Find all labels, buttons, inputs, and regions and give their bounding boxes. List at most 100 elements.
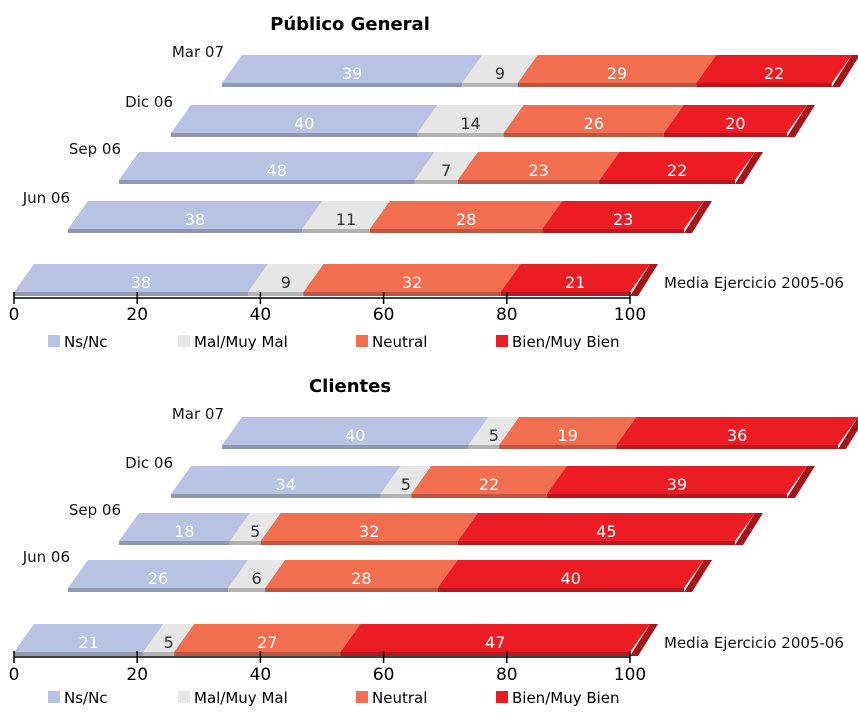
category-label: Media Ejercicio 2005-06: [664, 634, 844, 652]
bar-face: [222, 417, 489, 445]
bar-row: 34 5 22 39 Dic 06: [125, 454, 815, 498]
bar-segment: 38: [14, 264, 269, 296]
bar-segment: 32: [260, 513, 478, 545]
bar-segment: 6: [228, 560, 286, 592]
bar-face: [143, 624, 195, 652]
bar-face: [369, 201, 563, 229]
bar-edge: [260, 541, 458, 545]
bar-row: 38 11 28 23 Jun 06: [22, 189, 712, 233]
bar-face: [171, 466, 401, 494]
bar-segment: 14: [417, 105, 524, 137]
legend-swatch: [178, 335, 190, 347]
bar-face: [303, 264, 521, 292]
data-label: 5: [250, 522, 260, 541]
bar-segment: 23: [457, 152, 620, 184]
bar-segment: 47: [340, 624, 650, 656]
bar-face: [68, 560, 249, 588]
data-label: 34: [276, 475, 296, 494]
bar-end-cap: [831, 55, 858, 87]
legend-swatch: [178, 691, 190, 703]
data-label: 9: [495, 64, 505, 83]
legend-label: Bien/Muy Bien: [512, 689, 620, 707]
bar-edge: [468, 445, 500, 449]
bar-segment: 22: [411, 466, 567, 498]
data-label: 40: [294, 114, 314, 133]
bar-face: [265, 560, 458, 588]
bar-edge: [369, 229, 543, 233]
x-tick-label: 60: [373, 305, 395, 325]
x-tick-label: 100: [614, 305, 646, 325]
data-label: 38: [131, 273, 151, 292]
bar-face: [380, 466, 432, 494]
legend-swatch: [496, 691, 508, 703]
bar-face: [174, 624, 361, 652]
data-label: 11: [336, 210, 356, 229]
legend-swatch: [356, 335, 368, 347]
bar-row: 26 6 28 40 Jun 06: [22, 548, 712, 592]
bar-end-cap: [787, 466, 815, 498]
bar-segment: 23: [542, 201, 704, 233]
legend-item: Mal/Muy Mal: [178, 333, 288, 351]
data-label: 6: [252, 569, 262, 588]
bar-face: [457, 152, 620, 180]
bar-row: 40 14 26 20 Dic 06: [125, 93, 815, 137]
bar-edge: [542, 229, 684, 233]
bar-segment: 40: [171, 105, 438, 137]
bar-face: [229, 513, 281, 541]
bar-face: [500, 264, 650, 292]
bar-face: [260, 513, 478, 541]
data-label: 7: [441, 161, 451, 180]
category-label: Dic 06: [125, 454, 173, 472]
data-label: 39: [342, 64, 362, 83]
x-tick-label: 0: [9, 665, 20, 685]
data-label: 29: [607, 64, 627, 83]
bar-face: [119, 513, 250, 541]
bar-face: [228, 560, 286, 588]
bar-edge: [417, 133, 504, 137]
bar-edge: [174, 652, 341, 656]
bar-edge: [696, 83, 832, 87]
data-label: 48: [267, 161, 287, 180]
data-label: 22: [479, 475, 499, 494]
bar-row: 39 9 29 22 Mar 07: [172, 43, 858, 87]
legend-label: Ns/Nc: [64, 333, 108, 351]
bar-segment: 5: [143, 624, 195, 656]
bar-segment: 21: [500, 264, 650, 296]
bar-face: [546, 466, 807, 494]
bar-face: [462, 55, 538, 83]
bar-face: [222, 55, 483, 83]
category-label: Mar 07: [172, 405, 224, 423]
data-label: 28: [351, 569, 371, 588]
category-label: Jun 06: [22, 548, 70, 566]
bar-face: [411, 466, 567, 494]
x-tick-label: 20: [126, 665, 148, 685]
data-label: 18: [174, 522, 194, 541]
data-label: 21: [79, 633, 99, 652]
bar-face: [248, 264, 324, 292]
data-label: 19: [558, 426, 578, 445]
bar-segment: 34: [171, 466, 401, 498]
bar-row: 18 5 32 45 Sep 06: [69, 501, 763, 545]
legend-label: Neutral: [372, 333, 427, 351]
bar-edge: [462, 83, 518, 87]
data-label: 23: [528, 161, 548, 180]
legend-swatch: [48, 335, 60, 347]
bar-edge: [457, 180, 600, 184]
category-label: Jun 06: [22, 189, 70, 207]
bar-face: [457, 513, 755, 541]
x-tick-label: 20: [126, 305, 148, 325]
bar-edge: [222, 445, 469, 449]
bar-end-cap: [630, 264, 658, 296]
bar-face: [499, 417, 637, 445]
x-tick-label: 80: [496, 305, 518, 325]
bar-face: [417, 105, 524, 133]
bar-segment: 40: [437, 560, 704, 592]
bar-edge: [303, 292, 501, 296]
bar-face: [696, 55, 852, 83]
bar-end-cap: [838, 417, 858, 449]
legend-item: Bien/Muy Bien: [496, 333, 620, 351]
bar-segment: 5: [380, 466, 432, 498]
data-label: 26: [584, 114, 604, 133]
x-tick-label: 80: [496, 665, 518, 685]
